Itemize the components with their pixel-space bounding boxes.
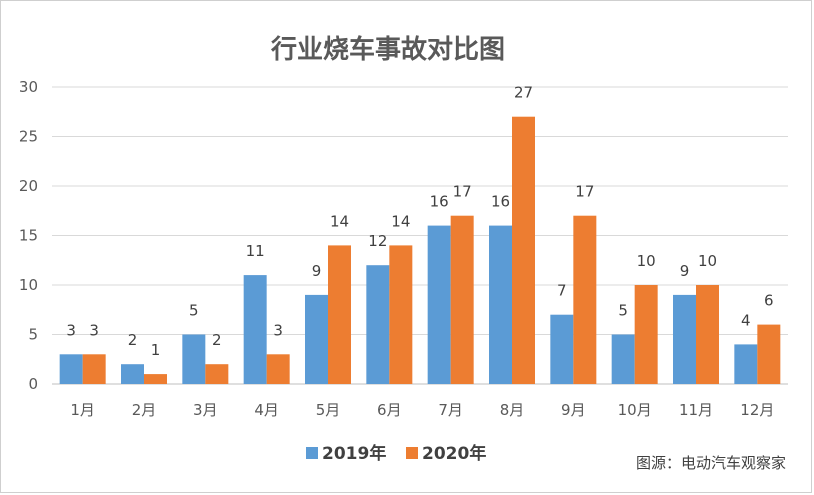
y-tick-label: 15 xyxy=(19,227,38,245)
y-tick-label: 25 xyxy=(19,128,38,146)
bar-2019年-8月 xyxy=(489,225,512,384)
data-label: 27 xyxy=(514,84,533,102)
data-label: 5 xyxy=(618,302,628,320)
x-tick-label: 11月 xyxy=(679,401,713,419)
data-label: 1 xyxy=(151,341,161,359)
legend-swatch xyxy=(306,447,318,459)
x-tick-label: 7月 xyxy=(438,401,463,419)
data-label: 10 xyxy=(637,252,656,270)
x-tick-label: 8月 xyxy=(500,401,525,419)
bar-2019年-9月 xyxy=(550,314,574,384)
chart-title: 行业烧车事故对比图 xyxy=(270,34,505,65)
bar-2019年-4月 xyxy=(243,275,267,384)
y-tick-label: 30 xyxy=(19,78,38,96)
data-label: 17 xyxy=(453,183,472,201)
data-label: 7 xyxy=(557,282,567,300)
x-tick-label: 9月 xyxy=(561,401,586,419)
x-tick-label: 6月 xyxy=(377,401,402,419)
bar-2019年-3月 xyxy=(182,334,206,384)
data-label: 9 xyxy=(312,262,322,280)
bar-2020年-6月 xyxy=(389,245,413,384)
bar-2020年-11月 xyxy=(696,285,719,384)
legend-label: 2019年 xyxy=(322,443,386,464)
legend: 2019年 2020年 xyxy=(306,443,486,464)
bar-2019年-12月 xyxy=(734,344,758,384)
y-tick-label: 0 xyxy=(28,375,38,393)
bar-2020年-8月 xyxy=(512,116,535,384)
bars xyxy=(59,116,781,384)
data-label: 2 xyxy=(128,331,138,349)
bar-2020年-4月 xyxy=(266,354,290,384)
bar-2020年-1月 xyxy=(82,354,106,384)
y-tick-label: 5 xyxy=(28,326,38,344)
bar-2020年-2月 xyxy=(144,374,167,384)
bar-2020年-3月 xyxy=(205,364,229,384)
bar-2019年-6月 xyxy=(366,265,390,384)
x-tick-label: 1月 xyxy=(70,401,95,419)
legend-swatch xyxy=(406,447,418,459)
bar-2020年-5月 xyxy=(328,245,351,384)
source-caption: 图源：电动汽车观察家 xyxy=(636,454,786,472)
gridlines xyxy=(52,86,788,385)
bar-2019年-2月 xyxy=(121,364,144,384)
data-label: 12 xyxy=(368,232,387,250)
data-label: 6 xyxy=(764,292,774,310)
data-label: 16 xyxy=(491,193,510,211)
bar-2020年-12月 xyxy=(757,324,781,384)
bar-2020年-9月 xyxy=(573,215,597,384)
data-label: 17 xyxy=(575,183,594,201)
data-label: 4 xyxy=(741,311,751,329)
data-label: 3 xyxy=(89,321,99,339)
data-label: 10 xyxy=(698,252,717,270)
x-tick-label: 5月 xyxy=(316,401,341,419)
x-tick-label: 4月 xyxy=(254,401,279,419)
data-label: 14 xyxy=(391,212,410,230)
bar-2019年-10月 xyxy=(611,334,635,384)
bar-2020年-7月 xyxy=(450,215,474,384)
data-label: 9 xyxy=(680,262,690,280)
data-label: 2 xyxy=(212,331,222,349)
data-label: 5 xyxy=(189,302,199,320)
data-label: 14 xyxy=(330,212,349,230)
data-label: 16 xyxy=(430,193,449,211)
bar-2020年-10月 xyxy=(634,285,658,384)
y-tick-label: 10 xyxy=(19,276,38,294)
data-label: 3 xyxy=(66,321,76,339)
x-tick-label: 3月 xyxy=(193,401,218,419)
bar-2019年-11月 xyxy=(673,294,696,384)
x-tick-label: 2月 xyxy=(132,401,157,419)
x-tick-label: 12月 xyxy=(740,401,774,419)
bar-2019年-5月 xyxy=(305,294,328,384)
bar-2019年-1月 xyxy=(59,354,83,384)
y-tick-label: 20 xyxy=(19,177,38,195)
data-label: 11 xyxy=(246,242,265,260)
x-tick-label: 10月 xyxy=(618,401,652,419)
data-label: 3 xyxy=(273,321,283,339)
bar-2019年-7月 xyxy=(427,225,451,384)
legend-label: 2020年 xyxy=(422,443,486,464)
